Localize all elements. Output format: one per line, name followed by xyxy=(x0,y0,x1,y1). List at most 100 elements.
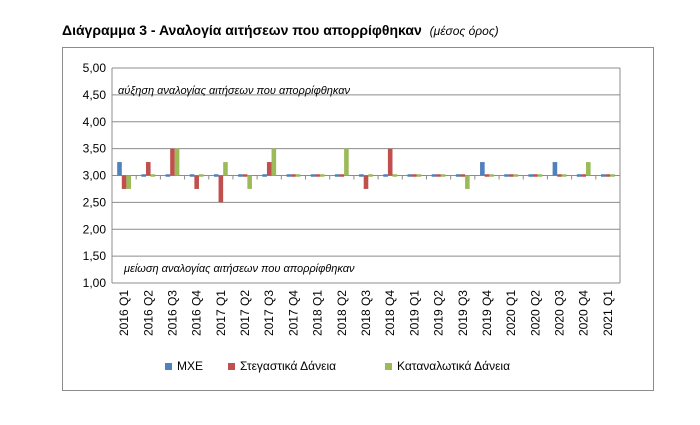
gridlines xyxy=(112,67,620,284)
bar xyxy=(455,174,461,177)
bar xyxy=(484,174,490,177)
chart-title-text: Διάγραμμα 3 - Αναλογία αιτήσεων που απορ… xyxy=(62,22,422,38)
x-tick-label: 2017 Q2 xyxy=(238,290,252,336)
bar xyxy=(416,174,422,177)
bar xyxy=(605,174,611,177)
bar xyxy=(436,174,441,177)
x-tick-label: 2020 Q1 xyxy=(504,290,518,336)
chart-frame xyxy=(62,47,654,391)
bar xyxy=(552,162,558,176)
bar xyxy=(344,148,349,176)
bar xyxy=(601,174,606,177)
x-tick-label: 2019 Q2 xyxy=(432,290,446,336)
x-tick-label: 2018 Q2 xyxy=(335,290,349,336)
bar xyxy=(581,174,587,177)
bar xyxy=(315,174,320,177)
x-tick-label: 2017 Q1 xyxy=(214,290,228,336)
bar xyxy=(504,174,509,177)
bar xyxy=(561,174,567,177)
x-tick-label: 2017 Q4 xyxy=(286,290,300,336)
bar xyxy=(431,174,437,177)
bar xyxy=(291,174,296,177)
x-tick-label: 2017 Q3 xyxy=(262,290,276,336)
annotation-decrease: μείωση αναλογίας αιτήσεων που απορρίφθηκ… xyxy=(123,263,355,275)
bar xyxy=(194,175,199,189)
bar xyxy=(368,174,373,177)
legend: ΜΧΕ Στεγαστικά Δάνεια Καταναλωτικά Δάνεια xyxy=(165,359,510,373)
bar xyxy=(533,174,538,177)
bar xyxy=(513,174,519,177)
bar xyxy=(586,162,591,176)
bar xyxy=(145,162,151,176)
bar xyxy=(528,174,534,177)
x-tick-label: 2019 Q1 xyxy=(407,290,421,336)
bar xyxy=(242,174,248,177)
axis-labels: 1,00 1,50 2,00 2,50 3,00 3,50 4,00 4,50 5,00 2016… xyxy=(83,61,615,336)
bar xyxy=(165,174,171,177)
bar xyxy=(412,174,417,177)
y-tick-label: 5,00 xyxy=(83,61,107,75)
y-tick-label: 1,00 xyxy=(83,276,107,290)
bar xyxy=(557,174,562,177)
bars xyxy=(117,148,615,203)
bar xyxy=(121,175,127,189)
x-tick-label: 2021 Q1 xyxy=(601,290,615,336)
y-tick-label: 2,00 xyxy=(83,222,107,236)
bar xyxy=(286,174,292,177)
bar xyxy=(310,174,316,177)
y-tick-label: 2,50 xyxy=(83,195,107,209)
x-tick-label: 2020 Q4 xyxy=(577,290,591,336)
bar xyxy=(174,148,180,176)
bar xyxy=(508,174,514,177)
y-tick-label: 4,00 xyxy=(83,115,107,129)
bar xyxy=(223,162,228,176)
bar xyxy=(198,174,204,177)
bar xyxy=(363,175,369,189)
legend-swatch xyxy=(228,363,235,370)
legend-swatch xyxy=(385,363,392,370)
bar xyxy=(407,174,413,177)
legend-label: Καταναλωτικά Δάνεια xyxy=(397,359,510,373)
bar xyxy=(238,174,243,177)
bar xyxy=(610,174,615,177)
bar xyxy=(460,174,466,177)
bar xyxy=(387,148,393,176)
bar xyxy=(480,162,485,176)
bar xyxy=(170,148,175,176)
bar xyxy=(465,175,470,189)
y-tick-label: 4,50 xyxy=(83,88,107,102)
chart-subtitle: (μέσος όρος) xyxy=(429,24,499,38)
bar xyxy=(383,174,388,177)
x-tick-label: 2019 Q4 xyxy=(480,290,494,336)
bar xyxy=(537,174,543,177)
bar xyxy=(271,148,277,176)
x-tick-label: 2018 Q1 xyxy=(311,290,325,336)
bar xyxy=(266,162,272,176)
bar xyxy=(489,174,494,177)
bar xyxy=(319,174,325,177)
y-tick-label: 3,00 xyxy=(83,169,107,183)
bar xyxy=(295,174,301,177)
y-tick-label: 1,50 xyxy=(83,249,107,263)
y-tick-label: 3,50 xyxy=(83,142,107,156)
bar xyxy=(126,175,131,189)
legend-label: Στεγαστικά Δάνεια xyxy=(240,359,336,373)
bar xyxy=(189,174,195,177)
bar xyxy=(440,174,446,177)
x-tick-label: 2016 Q3 xyxy=(165,290,179,336)
x-tick-label: 2016 Q4 xyxy=(190,290,204,336)
x-tick-label: 2018 Q4 xyxy=(383,290,397,336)
legend-swatch xyxy=(165,363,172,370)
x-tick-label: 2016 Q1 xyxy=(117,290,131,336)
bar xyxy=(359,174,364,177)
x-tick-label: 2020 Q3 xyxy=(553,290,567,336)
bar xyxy=(117,162,122,176)
bar xyxy=(218,175,224,203)
bar xyxy=(334,174,340,177)
annotation-increase: αύξηση αναλογίας αιτήσεων που απορρίφθηκ… xyxy=(118,85,350,97)
bar xyxy=(213,174,219,177)
x-tick-label: 2016 Q2 xyxy=(141,290,155,336)
bar xyxy=(247,175,252,189)
bar xyxy=(392,174,398,177)
